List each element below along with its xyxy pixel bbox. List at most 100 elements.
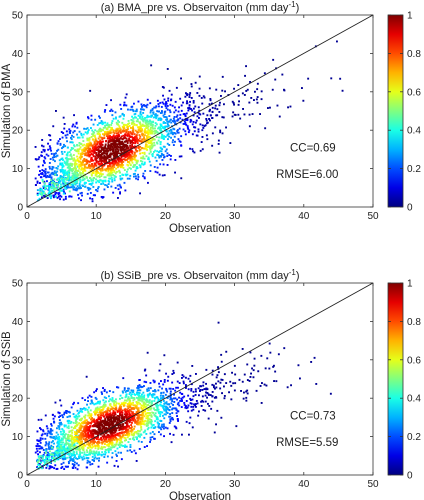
data-point bbox=[59, 143, 62, 146]
data-point bbox=[81, 425, 84, 428]
data-point bbox=[134, 172, 136, 175]
data-point bbox=[144, 399, 147, 402]
data-point bbox=[56, 458, 58, 461]
data-point bbox=[127, 428, 130, 431]
data-point bbox=[259, 385, 262, 387]
data-point bbox=[162, 396, 165, 399]
data-point bbox=[66, 166, 69, 169]
data-point bbox=[58, 425, 61, 428]
data-point bbox=[142, 155, 145, 158]
data-point bbox=[68, 151, 71, 153]
data-point bbox=[68, 171, 71, 174]
data-point bbox=[132, 164, 135, 167]
data-point bbox=[107, 169, 110, 171]
data-point bbox=[260, 402, 263, 404]
data-point bbox=[88, 148, 90, 151]
data-point bbox=[118, 402, 120, 405]
data-point bbox=[219, 131, 222, 134]
data-point bbox=[45, 455, 47, 458]
data-point bbox=[242, 108, 244, 110]
data-point bbox=[139, 111, 142, 113]
data-point bbox=[150, 122, 153, 125]
data-point bbox=[49, 192, 52, 194]
data-point bbox=[54, 173, 57, 176]
data-point bbox=[91, 401, 93, 404]
data-point bbox=[97, 444, 100, 446]
data-point bbox=[140, 404, 143, 407]
data-point bbox=[163, 127, 166, 130]
data-point bbox=[92, 133, 94, 136]
data-point bbox=[201, 129, 204, 132]
data-point bbox=[161, 86, 164, 88]
data-point bbox=[248, 380, 251, 382]
data-point bbox=[112, 117, 115, 120]
data-point bbox=[89, 144, 92, 147]
data-point bbox=[162, 154, 165, 156]
data-point bbox=[180, 144, 183, 147]
y-tick-label: 50 bbox=[12, 11, 24, 22]
data-point bbox=[133, 427, 135, 430]
data-point bbox=[95, 181, 98, 184]
data-point bbox=[152, 111, 155, 114]
data-point bbox=[126, 155, 129, 157]
data-point bbox=[151, 436, 154, 438]
data-point bbox=[139, 145, 142, 148]
data-point bbox=[79, 174, 82, 176]
data-point bbox=[118, 135, 121, 138]
data-point bbox=[100, 417, 102, 419]
data-point bbox=[281, 73, 284, 76]
data-point bbox=[71, 443, 74, 446]
data-point bbox=[50, 459, 53, 462]
data-point bbox=[56, 441, 59, 444]
data-point bbox=[48, 458, 50, 461]
data-point bbox=[164, 426, 167, 429]
data-point bbox=[110, 446, 112, 449]
data-point bbox=[134, 169, 137, 172]
data-point bbox=[167, 97, 170, 100]
data-point bbox=[220, 378, 223, 381]
data-point bbox=[188, 129, 191, 132]
data-point bbox=[125, 399, 128, 402]
data-point bbox=[46, 180, 48, 183]
data-point bbox=[104, 144, 107, 147]
data-point bbox=[168, 120, 170, 123]
data-point bbox=[168, 115, 171, 117]
data-point bbox=[89, 463, 92, 466]
data-point bbox=[202, 400, 205, 403]
data-point bbox=[135, 136, 138, 139]
data-point bbox=[60, 433, 63, 436]
data-point bbox=[40, 418, 43, 421]
data-point bbox=[56, 445, 59, 448]
data-point bbox=[68, 195, 71, 198]
data-point bbox=[209, 119, 211, 122]
data-point bbox=[99, 179, 102, 182]
data-point bbox=[241, 348, 244, 350]
data-point bbox=[91, 163, 93, 165]
data-point bbox=[106, 443, 109, 446]
data-point bbox=[202, 384, 205, 387]
data-point bbox=[100, 154, 103, 157]
data-point bbox=[103, 396, 106, 399]
data-point bbox=[76, 185, 79, 188]
data-point bbox=[166, 142, 169, 145]
data-point bbox=[71, 134, 73, 137]
data-point bbox=[119, 103, 122, 106]
data-point bbox=[83, 431, 86, 433]
data-point bbox=[61, 446, 64, 448]
data-point bbox=[78, 142, 81, 144]
data-point bbox=[257, 370, 260, 373]
data-point bbox=[154, 130, 157, 132]
data-point bbox=[142, 137, 145, 140]
data-point bbox=[48, 165, 51, 168]
data-point bbox=[130, 408, 133, 410]
data-point bbox=[49, 167, 51, 170]
data-point bbox=[35, 445, 38, 447]
data-point bbox=[52, 183, 55, 186]
data-point bbox=[140, 125, 143, 127]
data-point bbox=[252, 369, 255, 372]
data-point bbox=[336, 40, 338, 43]
data-point bbox=[134, 420, 136, 423]
data-point bbox=[156, 403, 158, 406]
data-point bbox=[145, 433, 148, 435]
data-point bbox=[76, 178, 79, 181]
